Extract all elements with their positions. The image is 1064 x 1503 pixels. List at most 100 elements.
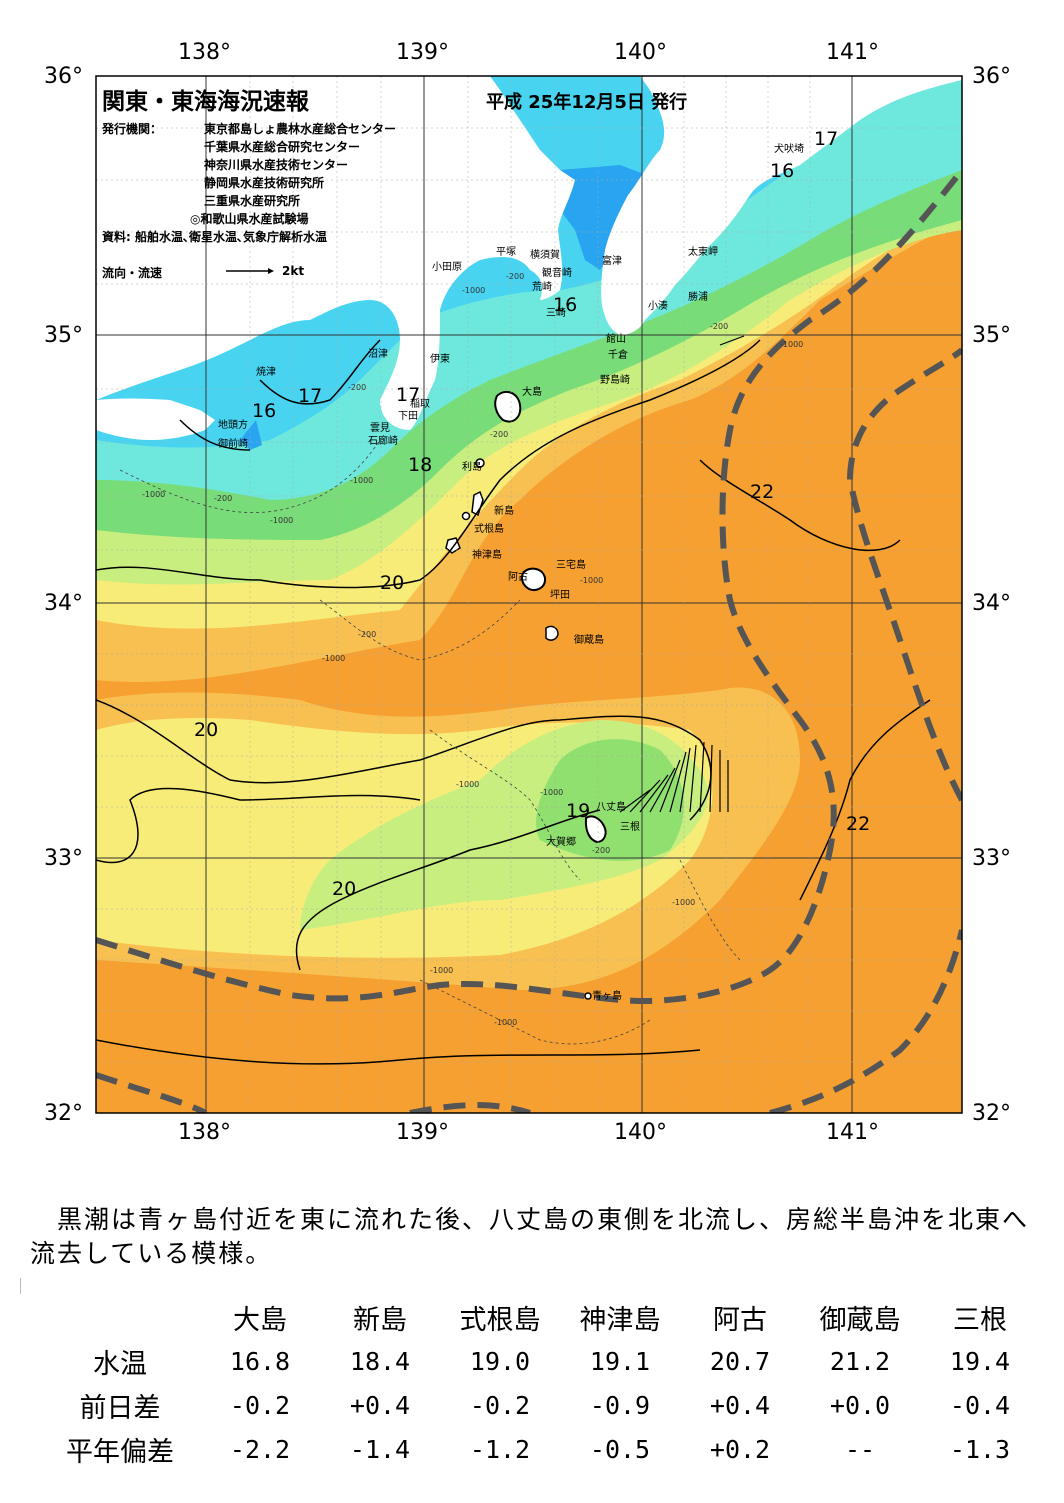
depth-label: -1000 xyxy=(322,654,346,663)
table-cell: -- xyxy=(844,1434,876,1464)
row-label: 水温 xyxy=(93,1348,147,1380)
place-label: 八丈島 xyxy=(596,802,626,813)
island-hachijojima xyxy=(584,815,607,844)
table-cell: +0.0 xyxy=(829,1390,891,1420)
place-label: 三宅島 xyxy=(556,560,586,571)
depth-label: -200 xyxy=(710,322,729,331)
depth-label: -1000 xyxy=(462,286,486,295)
lon-label-141-top: 141° xyxy=(826,40,879,65)
depth-label: -1000 xyxy=(540,788,564,797)
place-label: 神津島 xyxy=(472,550,502,561)
isotherms xyxy=(96,339,931,1065)
place-label: 石廊崎 xyxy=(368,436,398,447)
table-corner xyxy=(40,1295,200,1339)
place-label: 荒崎 xyxy=(532,282,552,293)
table-row: 前日差 -0.2 +0.4 -0.2 -0.9 +0.4 +0.0 -0.4 xyxy=(40,1383,1040,1427)
place-label: 犬吠埼 xyxy=(774,144,804,155)
place-label: 青ヶ島 xyxy=(592,991,622,1002)
table-cell: -0.9 xyxy=(589,1390,651,1420)
depth-label: -1000 xyxy=(780,340,804,349)
issuer-item: 三重県水産研究所 xyxy=(204,194,301,208)
column-header: 阿古 xyxy=(713,1304,767,1336)
place-label: 沼津 xyxy=(368,349,388,360)
issuer-item: ◎和歌山県水産試験場 xyxy=(190,212,309,226)
row-label: 前日差 xyxy=(79,1392,161,1424)
depth-label: -200 xyxy=(506,272,525,281)
land-boso xyxy=(601,76,962,335)
place-label: 御蔵島 xyxy=(574,635,604,646)
depth-label: -1000 xyxy=(456,780,480,789)
place-label: 観音崎 xyxy=(542,268,572,279)
depth-label: -1000 xyxy=(430,966,454,975)
depth-label: -1000 xyxy=(672,898,696,907)
isotherm-label: 22 xyxy=(750,481,775,503)
lat-label-32-left: 32° xyxy=(44,1101,83,1126)
flow-legend-label: 流向・流速 xyxy=(102,266,163,280)
issuer-item: 東京都島しょ農林水産総合センター xyxy=(204,122,397,136)
depth-label: -1000 xyxy=(350,476,374,485)
place-label: 勝浦 xyxy=(688,292,708,303)
depth-label: -200 xyxy=(592,846,611,855)
issuer-label: 発行機関： xyxy=(102,122,163,136)
graticule xyxy=(96,76,962,1113)
kuroshio-note: 黒潮は青ヶ島付近を東に流れた後、八丈島の東側を北流し、房総半島沖を北東へ流去して… xyxy=(30,1205,1030,1268)
depth-label: -200 xyxy=(348,383,367,392)
lat-label-34-left: 34° xyxy=(44,591,83,616)
place-label: 式根島 xyxy=(474,524,504,535)
data-sources: 資料: 船舶水温､衛星水温､気象庁解析水温 xyxy=(102,230,327,244)
depth-label: -1000 xyxy=(494,1018,518,1027)
lat-label-36-right: 36° xyxy=(972,64,1011,89)
depth-label: -1000 xyxy=(580,576,604,585)
lat-label-32-right: 32° xyxy=(972,1101,1011,1126)
place-label: 雲見 xyxy=(370,423,390,434)
place-label: 小湊 xyxy=(648,301,668,312)
island-miyakejima xyxy=(520,567,547,591)
place-label: 利島 xyxy=(462,462,482,473)
place-label: 小田原 xyxy=(432,262,462,273)
place-label: 伊東 xyxy=(430,354,450,365)
row-label: 平年偏差 xyxy=(66,1436,174,1468)
lat-label-35-right: 35° xyxy=(972,323,1011,348)
isotherm-label: 22 xyxy=(846,813,871,835)
observation-table: 大島 新島 式根島 神津島 阿古 御蔵島 三根 水温 16.8 18.4 19.… xyxy=(40,1295,1040,1471)
column-header: 式根島 xyxy=(459,1304,541,1336)
table-cell: 19.4 xyxy=(949,1346,1011,1376)
isotherm-label: 17 xyxy=(298,385,323,407)
depth-contours xyxy=(119,439,741,1045)
depth-label: -1000 xyxy=(142,490,166,499)
table-cell: +0.4 xyxy=(349,1390,411,1420)
column-header: 大島 xyxy=(233,1304,287,1336)
place-label: 富津 xyxy=(602,256,622,267)
column-header: 三根 xyxy=(953,1304,1007,1336)
flow-legend-arrowhead xyxy=(268,268,274,274)
lat-label-33-left: 33° xyxy=(44,846,83,871)
table-cell: -1.2 xyxy=(469,1434,531,1464)
isotherm-label: 20 xyxy=(380,572,405,594)
minor-grid xyxy=(96,76,962,1113)
place-label: 大賀郷 xyxy=(546,837,576,848)
map-title: 関東・東海海況速報 xyxy=(102,89,309,115)
depth-label: -200 xyxy=(358,630,377,639)
issuer-item: 千葉県水産総合研究センター xyxy=(204,140,361,154)
lon-label-140-bottom: 140° xyxy=(614,1120,667,1145)
isotherm-label: 20 xyxy=(332,878,357,900)
table-cell: 19.0 xyxy=(469,1346,531,1376)
table-row: 水温 16.8 18.4 19.0 19.1 20.7 21.2 19.4 xyxy=(40,1339,1040,1383)
issuer-item: 静岡県水産技術研究所 xyxy=(204,176,325,190)
place-label: 新島 xyxy=(494,506,514,517)
isotherm-label: 17 xyxy=(396,384,421,406)
table-cell: -1.4 xyxy=(349,1434,411,1464)
table-cell: -0.2 xyxy=(469,1390,531,1420)
place-label: 三崎 xyxy=(546,308,566,319)
island-shikinejima xyxy=(461,511,471,521)
place-label: 下田 xyxy=(398,411,418,422)
isotherm-label: 19 xyxy=(566,800,591,822)
table-row: 平年偏差 -2.2 -1.4 -1.2 -0.5 +0.2 -- -1.3 xyxy=(40,1427,1040,1471)
place-label: 地頭方 xyxy=(218,420,248,431)
lon-label-141-bottom: 141° xyxy=(826,1120,879,1145)
place-label: 坪田 xyxy=(550,590,570,601)
place-label: 御前崎 xyxy=(218,439,248,450)
table-cell: 20.7 xyxy=(709,1346,771,1376)
table-cell: -0.5 xyxy=(589,1434,651,1464)
lon-label-138-top: 138° xyxy=(178,40,231,65)
